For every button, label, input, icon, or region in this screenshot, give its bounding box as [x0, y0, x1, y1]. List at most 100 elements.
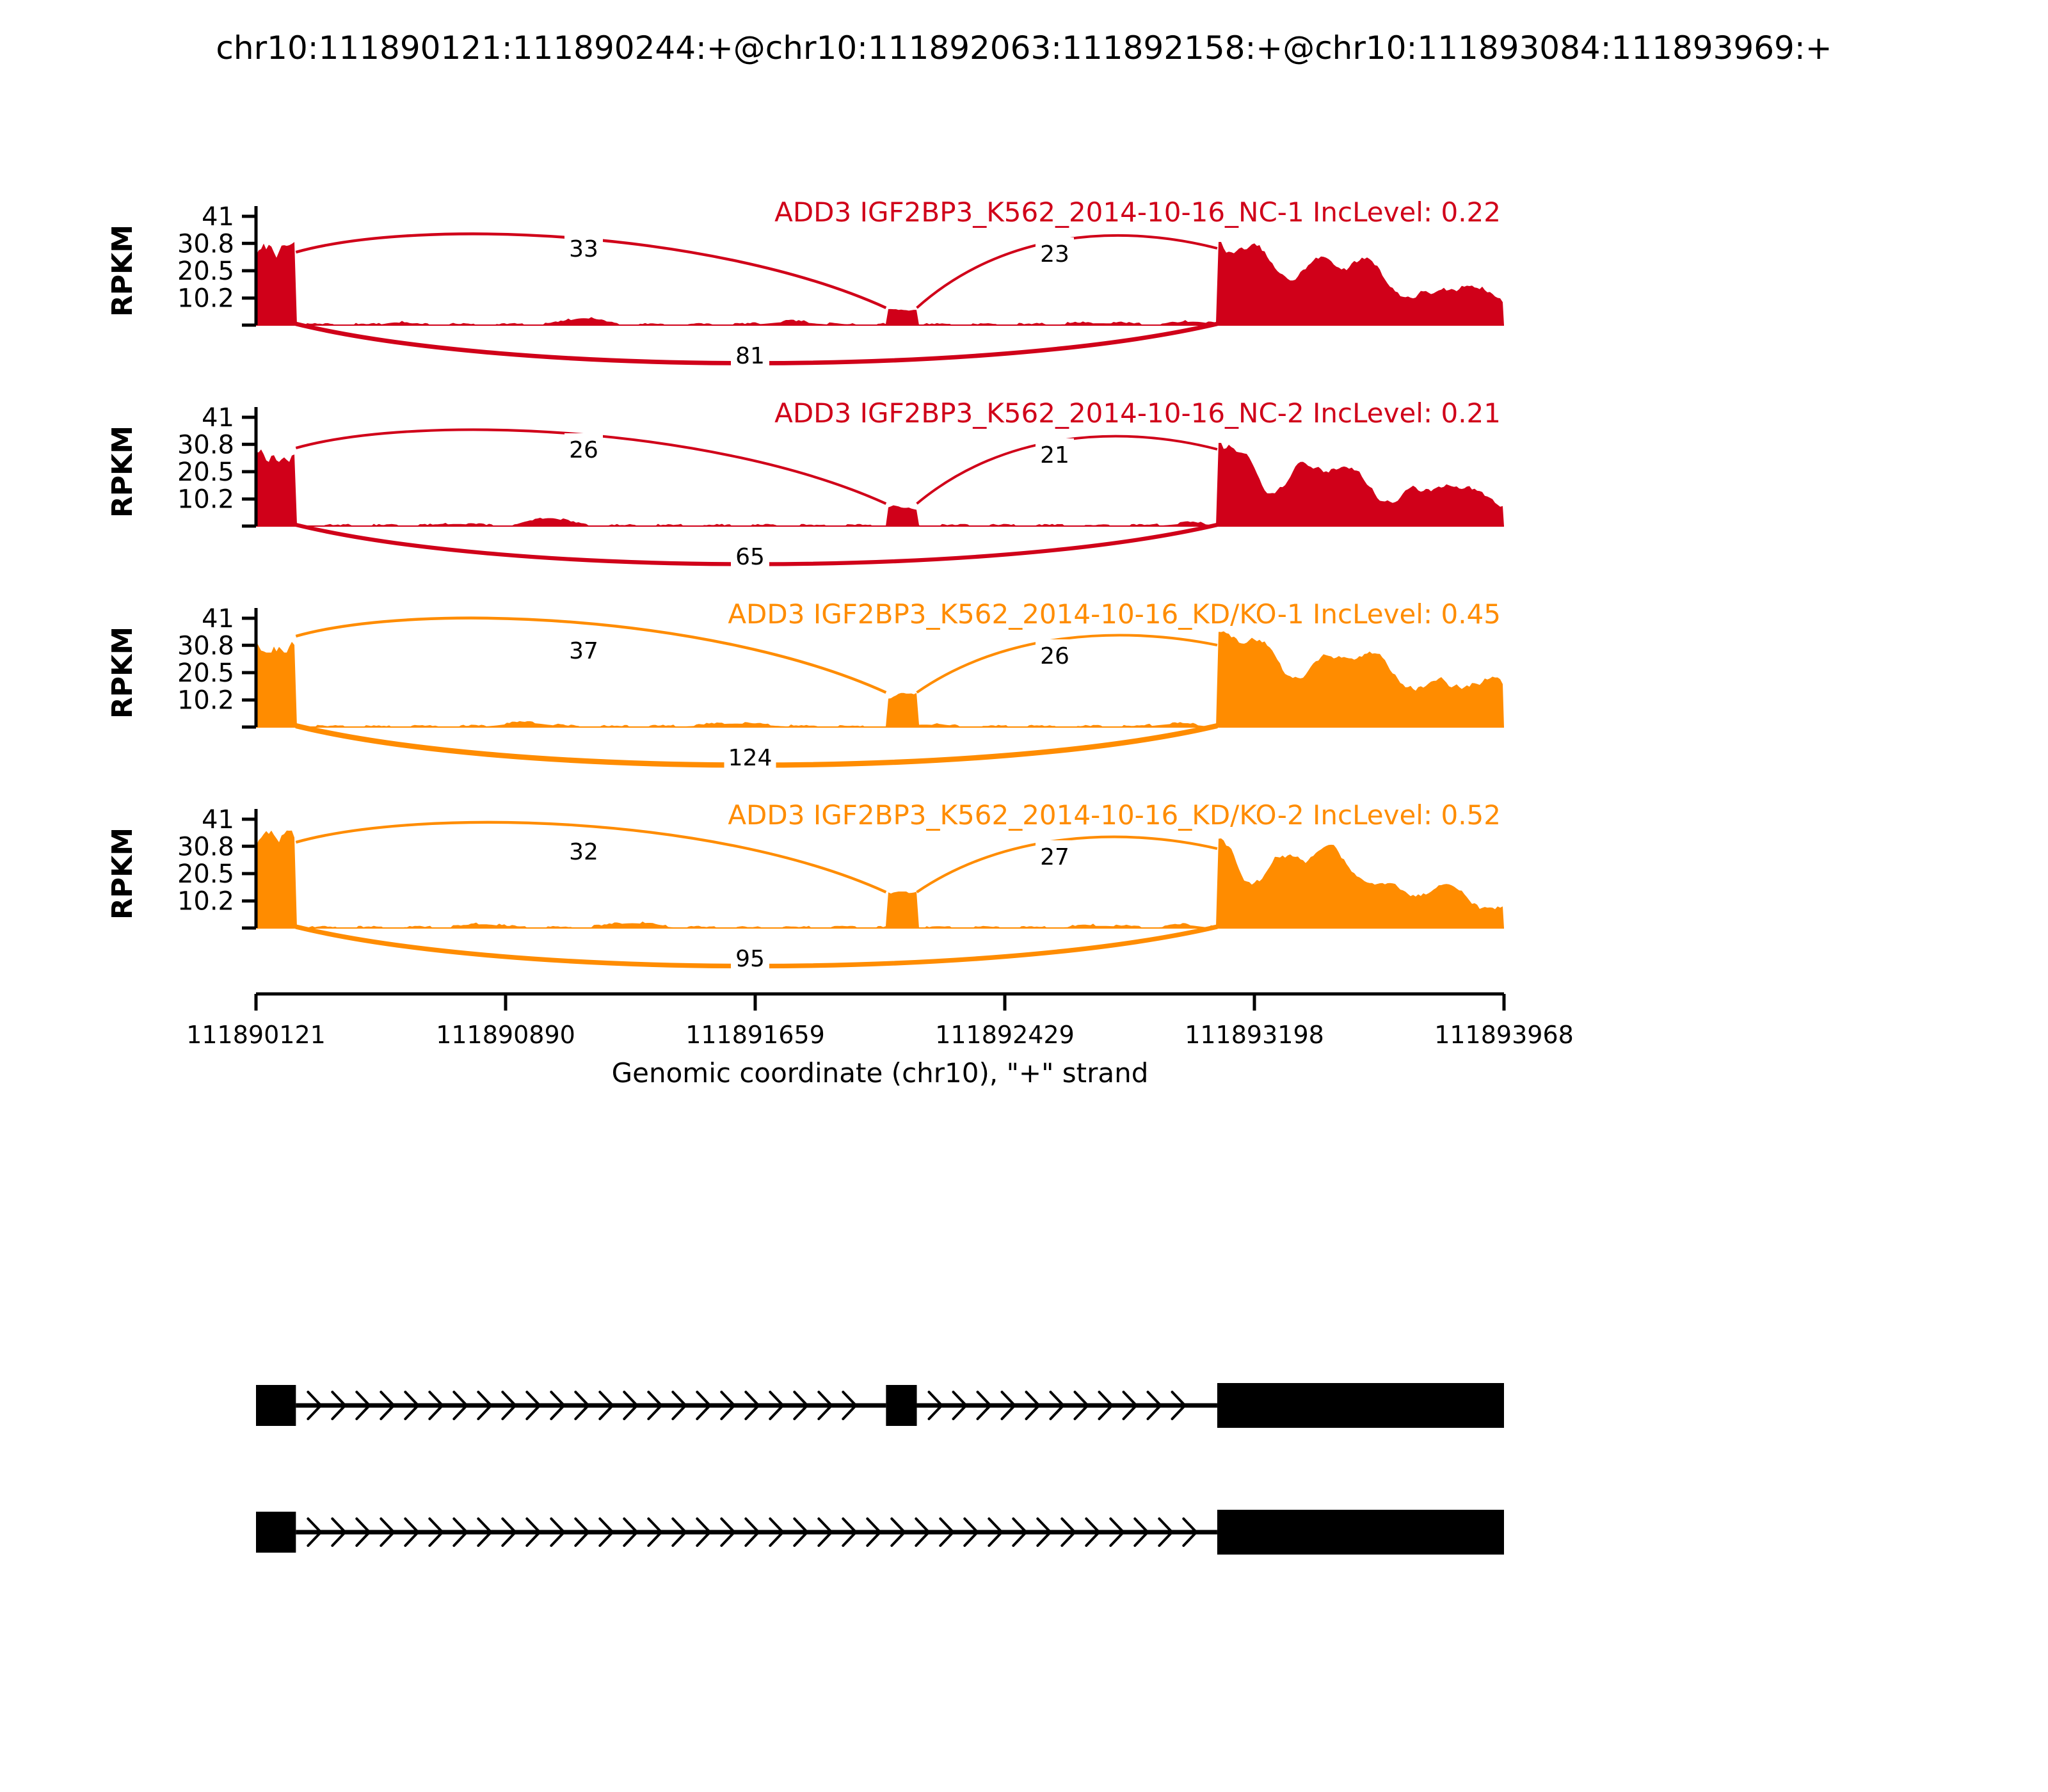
intron-direction-arrow — [477, 1391, 493, 1420]
y-axis-tick-label: 10.2 — [177, 686, 234, 716]
intron-direction-arrow — [817, 1391, 834, 1420]
junction-arc-e1-e2 — [295, 616, 887, 694]
intron-direction-arrow — [550, 1391, 566, 1420]
exon-box — [1217, 1383, 1504, 1428]
intron-direction-arrow — [355, 1517, 372, 1547]
intron-direction-arrow — [1133, 1517, 1150, 1547]
junction-count-label: 95 — [735, 946, 765, 972]
y-axis-tick-label: 41 — [202, 202, 234, 232]
junction-count-label: 81 — [735, 343, 765, 369]
intron-direction-arrow — [817, 1517, 834, 1547]
junction-count-bg — [564, 634, 603, 664]
junction-count-label: 26 — [1040, 643, 1069, 669]
transcript-skipping — [256, 1510, 1504, 1555]
x-axis-tick-label: 111890121 — [186, 1021, 326, 1049]
intron-direction-arrow — [307, 1391, 323, 1420]
intron-direction-arrow — [793, 1517, 810, 1547]
intron-direction-arrow — [671, 1517, 688, 1547]
junction-count-label: 65 — [735, 544, 765, 570]
intron-direction-arrow — [842, 1391, 858, 1420]
figure-title: chr10:111890121:111890244:+@chr10:111892… — [216, 29, 1832, 67]
y-axis-tick-label: 10.2 — [177, 284, 234, 314]
intron-direction-arrow — [404, 1517, 420, 1547]
y-axis-tick-label: 30.8 — [177, 229, 234, 259]
junction-count-label: 124 — [728, 745, 772, 771]
intron-direction-arrow — [647, 1391, 664, 1420]
intron-direction-arrow — [1012, 1517, 1028, 1547]
junction-count-bg — [1036, 438, 1074, 468]
intron-direction-arrow — [1000, 1391, 1017, 1420]
y-axis-tick-label: 20.5 — [177, 257, 234, 286]
intron-direction-arrow — [1085, 1517, 1101, 1547]
junction-count-label: 33 — [569, 236, 598, 262]
intron-direction-arrow — [331, 1391, 348, 1420]
intron-direction-arrow — [720, 1391, 737, 1420]
coverage-area — [256, 830, 1504, 928]
intron-direction-arrow — [952, 1391, 968, 1420]
intron-direction-arrow — [866, 1517, 883, 1547]
y-axis-tick-label: 20.5 — [177, 458, 234, 487]
intron-direction-arrow — [963, 1517, 980, 1547]
intron-direction-arrow — [452, 1391, 469, 1420]
y-axis-title: RPKM — [106, 828, 139, 920]
y-axis-title: RPKM — [106, 225, 139, 317]
intron-direction-arrow — [574, 1391, 591, 1420]
junction-count-label: 21 — [1040, 442, 1069, 468]
intron-direction-arrow — [501, 1391, 518, 1420]
intron-direction-arrow — [525, 1391, 542, 1420]
intron-direction-arrow — [307, 1517, 323, 1547]
y-axis-tick-label: 41 — [202, 805, 234, 835]
intron-direction-arrow — [915, 1517, 931, 1547]
junction-count-bg — [1036, 639, 1074, 669]
intron-direction-arrow — [574, 1517, 591, 1547]
intron-direction-arrow — [1158, 1517, 1174, 1547]
intron-direction-arrow — [452, 1517, 469, 1547]
intron-direction-arrow — [671, 1391, 688, 1420]
y-axis-tick-label: 30.8 — [177, 832, 234, 861]
intron-direction-arrow — [696, 1517, 712, 1547]
junction-count-label: 37 — [569, 638, 598, 664]
intron-direction-arrow — [1171, 1391, 1187, 1420]
x-axis-tick-label: 111892429 — [935, 1021, 1075, 1049]
track-title: ADD3 IGF2BP3_K562_2014-10-16_KD/KO-1 Inc… — [728, 598, 1501, 630]
exon-box — [256, 1385, 296, 1426]
intron-direction-arrow — [793, 1391, 810, 1420]
intron-direction-arrow — [647, 1517, 664, 1547]
y-axis-tick-label: 20.5 — [177, 860, 234, 889]
y-axis-tick-label: 41 — [202, 604, 234, 634]
intron-direction-arrow — [720, 1517, 737, 1547]
coverage-area — [256, 443, 1504, 526]
y-axis-tick-label: 41 — [202, 403, 234, 433]
exon-box — [886, 1385, 917, 1426]
junction-count-bg — [731, 942, 769, 972]
x-axis: 111890121 111890890 111891659 111892429 1118… — [186, 992, 1574, 1049]
intron-direction-arrow — [355, 1391, 372, 1420]
x-axis-tick-label: 111893968 — [1434, 1021, 1574, 1049]
track-title: ADD3 IGF2BP3_K562_2014-10-16_KD/KO-2 Inc… — [728, 799, 1501, 831]
x-axis-tick-label: 111890890 — [436, 1021, 575, 1049]
intron-direction-arrow — [696, 1391, 712, 1420]
intron-direction-arrow — [1122, 1391, 1139, 1420]
junction-count-bg — [1036, 840, 1074, 870]
intron-direction-arrow — [939, 1517, 956, 1547]
y-axis-title: RPKM — [106, 627, 139, 719]
intron-direction-arrow — [404, 1391, 420, 1420]
junction-arc-e2-e3 — [916, 634, 1218, 694]
intron-direction-arrow — [1146, 1391, 1163, 1420]
junction-count-bg — [564, 232, 603, 262]
junction-count-bg — [564, 835, 603, 865]
y-axis-tick-label: 20.5 — [177, 659, 234, 688]
y-axis-tick-label: 10.2 — [177, 887, 234, 916]
junction-count-label: 32 — [569, 839, 598, 865]
intron-direction-arrow — [380, 1391, 396, 1420]
intron-direction-arrow — [380, 1517, 396, 1547]
intron-direction-arrow — [744, 1517, 761, 1547]
junction-count-bg — [724, 741, 776, 771]
intron-direction-arrow — [1098, 1391, 1114, 1420]
junction-count-bg — [564, 433, 603, 463]
y-axis-title: RPKM — [106, 426, 139, 518]
junction-arc-e2-e3 — [916, 835, 1218, 893]
intron-direction-arrow — [1109, 1517, 1126, 1547]
